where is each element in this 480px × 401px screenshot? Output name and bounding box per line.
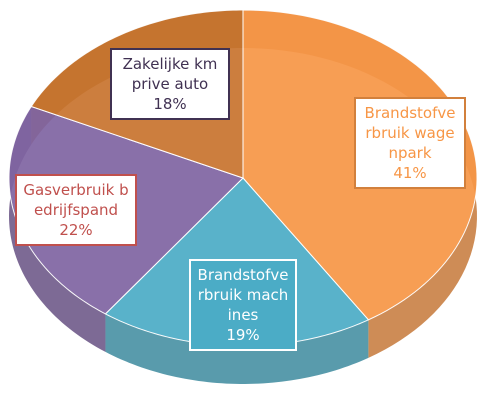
value-label: 22% bbox=[59, 221, 93, 239]
value-label: 41% bbox=[393, 164, 427, 182]
category-name: Gasverbruik bedrijfspand bbox=[23, 181, 129, 219]
value-label: 18% bbox=[153, 95, 187, 113]
data-label: Brandstofverbruik wagenpark 41% bbox=[354, 97, 466, 189]
category-name: Brandstofverbruik wagenpark bbox=[364, 104, 456, 162]
data-label: Zakelijke km prive auto 18% bbox=[110, 48, 230, 120]
category-name: Brandstofverbruik machines bbox=[197, 266, 289, 324]
value-label: 19% bbox=[226, 326, 260, 344]
category-name: Zakelijke km prive auto bbox=[122, 55, 218, 93]
data-label: Brandstofverbruik machines 19% bbox=[189, 259, 297, 351]
data-label: Gasverbruik bedrijfspand 22% bbox=[15, 174, 137, 246]
